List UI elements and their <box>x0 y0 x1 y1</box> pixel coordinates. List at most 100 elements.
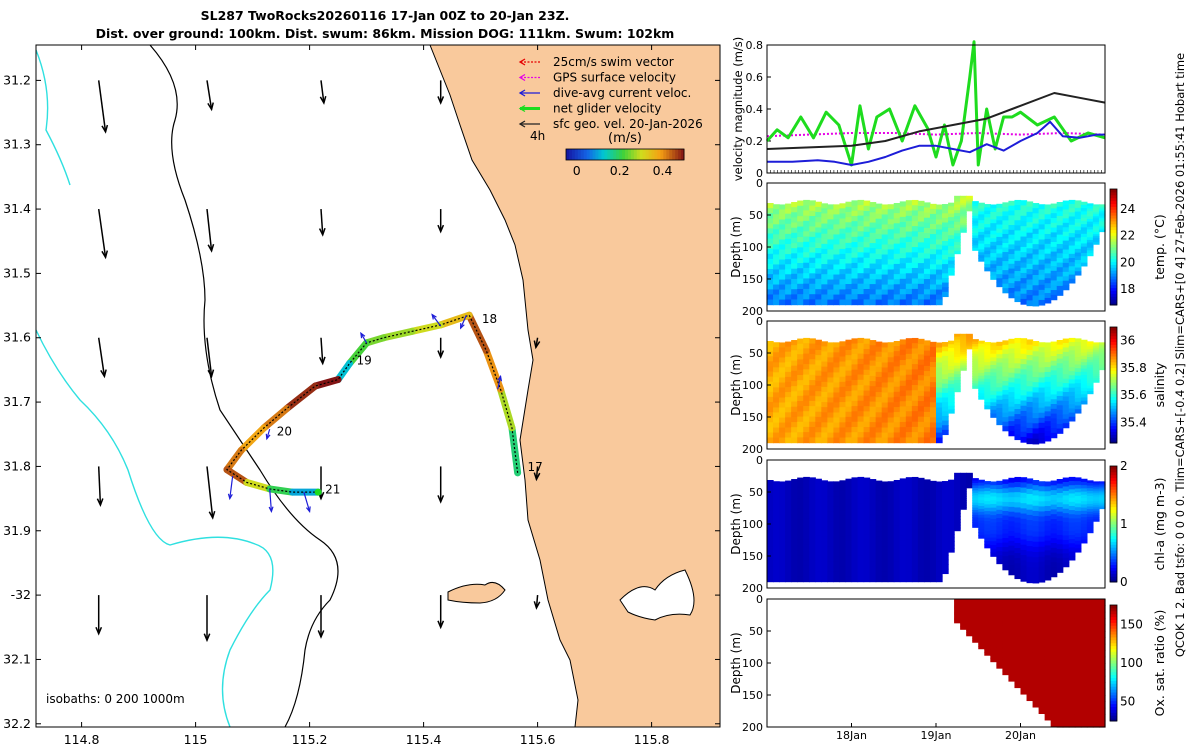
heatmap-cell <box>1026 438 1034 445</box>
heatmap-cell <box>797 257 804 264</box>
heatmap-cell <box>905 534 913 541</box>
heatmap-cell <box>960 474 967 478</box>
heatmap-cell <box>917 369 925 376</box>
heatmap-cell <box>1020 508 1028 515</box>
heatmap-cell <box>990 413 997 418</box>
heatmap-cell <box>1092 605 1100 613</box>
heatmap-cell <box>936 299 943 306</box>
heatmap-cell <box>1038 644 1046 652</box>
colorbar-cell <box>1110 521 1117 525</box>
heatmap-cell <box>1014 634 1022 640</box>
heatmap-cell <box>1098 347 1106 350</box>
heatmap-cell <box>809 508 816 515</box>
heatmap-cell <box>791 545 798 552</box>
heatmap-cell <box>1068 493 1076 499</box>
heatmap-cell <box>1008 540 1016 547</box>
velocity-ytick-label-4: 0.8 <box>746 39 764 52</box>
heatmap-cell <box>1092 495 1100 498</box>
heatmap-cell <box>845 227 853 234</box>
heatmap-cell <box>942 245 949 251</box>
heatmap-cell <box>923 238 931 244</box>
heatmap-cell <box>821 412 828 418</box>
heatmap-cell <box>1068 555 1076 561</box>
heatmap-cell <box>1080 488 1088 493</box>
heatmap-cell <box>966 205 973 207</box>
heatmap-cell <box>767 351 774 357</box>
heatmap-cell <box>815 253 822 259</box>
heatmap-cell <box>821 269 828 275</box>
heatmap-cell <box>875 203 883 210</box>
heatmap-cell <box>1080 237 1088 241</box>
heatmap-cell <box>815 273 822 280</box>
heatmap-cell <box>869 386 877 392</box>
heatmap-cell <box>863 421 871 428</box>
heatmap-cell <box>1002 220 1010 226</box>
heatmap-cell <box>1008 387 1016 393</box>
heatmap-cell <box>773 427 780 434</box>
colorbar-frame-3 <box>1109 604 1118 722</box>
heatmap-cell <box>984 405 991 410</box>
heatmap-cell <box>1032 412 1040 419</box>
heatmap-cell <box>893 495 901 501</box>
heatmap-cell <box>1002 344 1010 350</box>
heatmap-cell <box>881 576 889 583</box>
heatmap-cell <box>1086 688 1094 696</box>
heatmap-cell <box>815 258 822 265</box>
heatmap-cell <box>905 550 913 557</box>
heatmap-cell <box>942 291 949 298</box>
heatmap-cell <box>881 551 889 558</box>
heatmap-cell <box>815 365 822 372</box>
heatmap-cell <box>917 216 925 223</box>
heatmap-cell <box>929 213 937 220</box>
heatmap-cell <box>815 391 822 397</box>
heatmap-cell <box>833 239 841 246</box>
map-xtick-label-1: 115 <box>184 732 208 747</box>
heatmap-cell <box>1086 359 1094 363</box>
colorbar-cell <box>1110 264 1117 268</box>
heatmap-cell <box>875 279 883 285</box>
heatmap-cell <box>1050 341 1058 347</box>
heatmap-cell <box>875 356 883 363</box>
current-vector-1 <box>431 314 442 327</box>
heatmap-cell <box>809 437 816 444</box>
heatmap-cell <box>990 275 997 280</box>
heatmap-cell <box>845 299 853 306</box>
heatmap-cell <box>954 204 961 208</box>
heatmap-cell <box>1086 370 1094 374</box>
heatmap-cell <box>1038 516 1046 523</box>
heatmap-cell <box>960 501 967 505</box>
heatmap-cell <box>779 299 786 306</box>
heatmap-cell <box>875 351 883 358</box>
heatmap-cell <box>845 375 853 382</box>
heatmap-cell <box>978 234 985 239</box>
heatmap-cell <box>1014 353 1022 359</box>
heatmap-cell <box>1032 361 1040 368</box>
isobath-200 <box>149 44 339 728</box>
heatmap-cell <box>887 367 895 373</box>
heatmap-cell <box>1014 343 1022 349</box>
heatmap-cell <box>923 510 931 516</box>
heatmap-cell <box>785 233 792 240</box>
heatmap-cell <box>929 269 937 275</box>
heatmap-cell <box>887 382 895 388</box>
heatmap-cell <box>1080 362 1088 366</box>
heatmap-cell <box>875 556 883 562</box>
heatmap-cell <box>1056 344 1064 350</box>
speed-colorbar-cell-32 <box>660 149 664 160</box>
heatmap-cell <box>942 264 949 270</box>
heatmap-cell <box>1050 203 1058 209</box>
heatmap-cell <box>839 417 847 423</box>
heatmap-cell <box>990 496 997 501</box>
heatmap-cell <box>990 383 997 388</box>
heatmap-cell <box>815 422 822 428</box>
heatmap-cell <box>990 485 997 490</box>
heatmap-cell <box>1098 631 1106 638</box>
heatmap-cell <box>809 236 816 243</box>
heatmap-cell <box>1080 707 1088 715</box>
heatmap-cell <box>821 346 828 353</box>
heatmap-cell <box>917 354 925 361</box>
heatmap-cell <box>881 284 889 291</box>
heatmap-cell <box>1044 431 1052 437</box>
heatmap-cell <box>911 534 919 541</box>
colorbar-cell <box>1110 212 1117 216</box>
